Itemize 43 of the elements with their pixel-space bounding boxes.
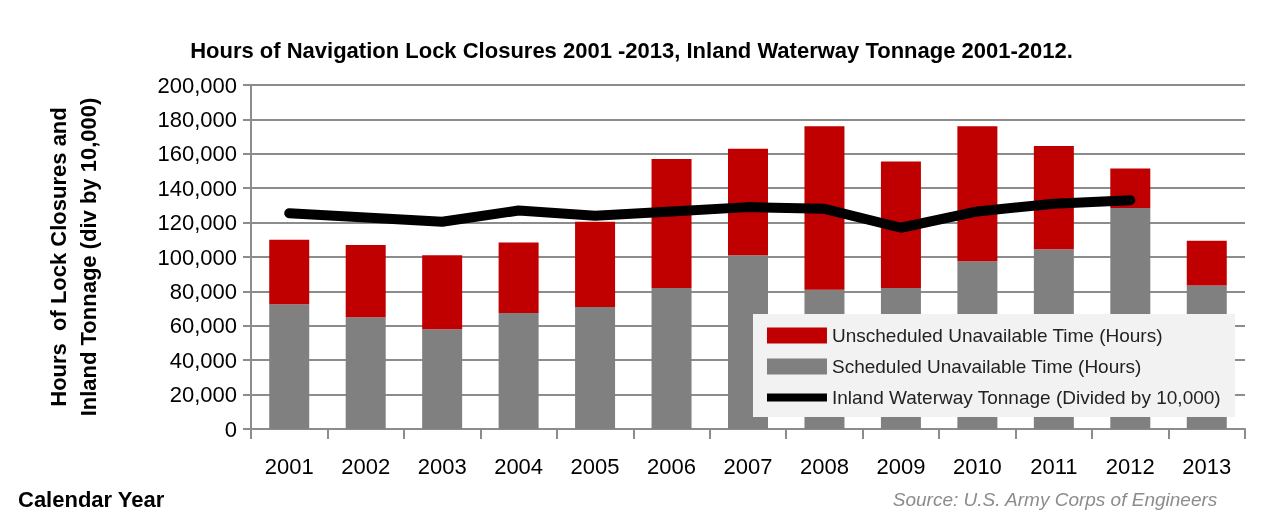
bar (575, 221, 616, 307)
y-tick-label: 0 (224, 416, 237, 442)
y-tick-label: 120,000 (157, 210, 237, 236)
y-tick-label: 140,000 (157, 175, 237, 201)
x-tick-label: 2002 (341, 453, 391, 479)
legend-label: Unscheduled Unavailable Time (Hours) (831, 325, 1163, 346)
bar (345, 244, 386, 318)
x-tick-label: 2013 (1182, 453, 1232, 479)
legend-label: Inland Waterway Tonnage (Divided by 10,000) (831, 387, 1221, 408)
y-tick-label: 160,000 (157, 141, 237, 167)
x-tick-label: 2008 (799, 453, 849, 479)
bar (498, 242, 539, 313)
x-tick-label: 2003 (417, 453, 467, 479)
chart-title: Hours of Navigation Lock Closures 2001 -2013, Inland Waterway Tonnage 2001-2012. (190, 37, 1073, 63)
y-tick-label: 40,000 (169, 347, 237, 373)
bar (957, 126, 998, 262)
x-tick-label: 2011 (1030, 453, 1078, 479)
x-tick-label: 2010 (952, 453, 1002, 479)
x-tick-label: 2012 (1105, 453, 1155, 479)
y-tick-label: 20,000 (169, 382, 237, 408)
bar (804, 126, 845, 290)
y-tick-label: 60,000 (169, 313, 237, 339)
legend-label: Scheduled Unavailable Time (Hours) (831, 356, 1142, 377)
x-tick-label: 2006 (647, 453, 697, 479)
bar (1186, 240, 1227, 286)
y-tick-label: 180,000 (157, 106, 237, 132)
y-axis-title: Hours of Lock Closures and Inland Tonnage (div by 10,000) (45, 97, 101, 417)
x-tick-label: 2005 (570, 453, 620, 479)
source-note: Source: U.S. Army Corps of Engineers (892, 489, 1218, 510)
bar (422, 255, 463, 330)
y-tick-label: 200,000 (157, 72, 237, 98)
x-tick-label: 2009 (876, 453, 926, 479)
x-axis-title: Calendar Year (18, 486, 165, 512)
x-tick-label: 2004 (494, 453, 544, 479)
bar (880, 161, 921, 288)
bar (651, 158, 692, 288)
y-tick-label: 80,000 (169, 278, 237, 304)
x-tick-label: 2007 (723, 453, 773, 479)
x-tick-label: 2001 (264, 453, 314, 479)
y-tick-label: 100,000 (157, 244, 237, 270)
bar (1033, 146, 1074, 250)
bar (728, 148, 768, 256)
bar (269, 239, 310, 305)
